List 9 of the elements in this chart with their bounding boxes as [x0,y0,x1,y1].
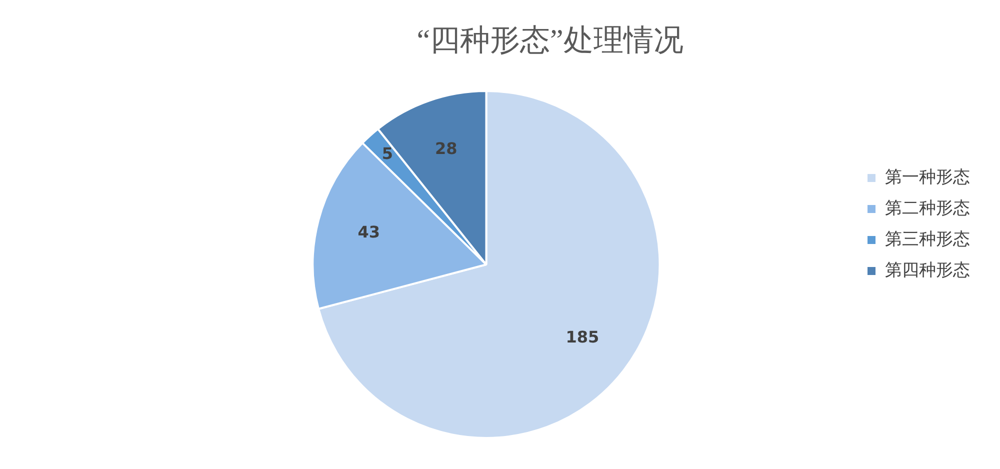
data-label: 28 [434,139,458,158]
legend-label: 第三种形态 [885,229,970,248]
data-label: 185 [566,328,600,347]
chart-title: “四种形态”处理情况 [416,24,684,57]
legend-label: 第一种形态 [885,167,970,186]
data-label: 43 [358,222,380,242]
legend-label: 第四种形态 [885,260,970,280]
legend-label: 第二种形态 [885,198,970,218]
data-label: 5 [382,144,394,164]
